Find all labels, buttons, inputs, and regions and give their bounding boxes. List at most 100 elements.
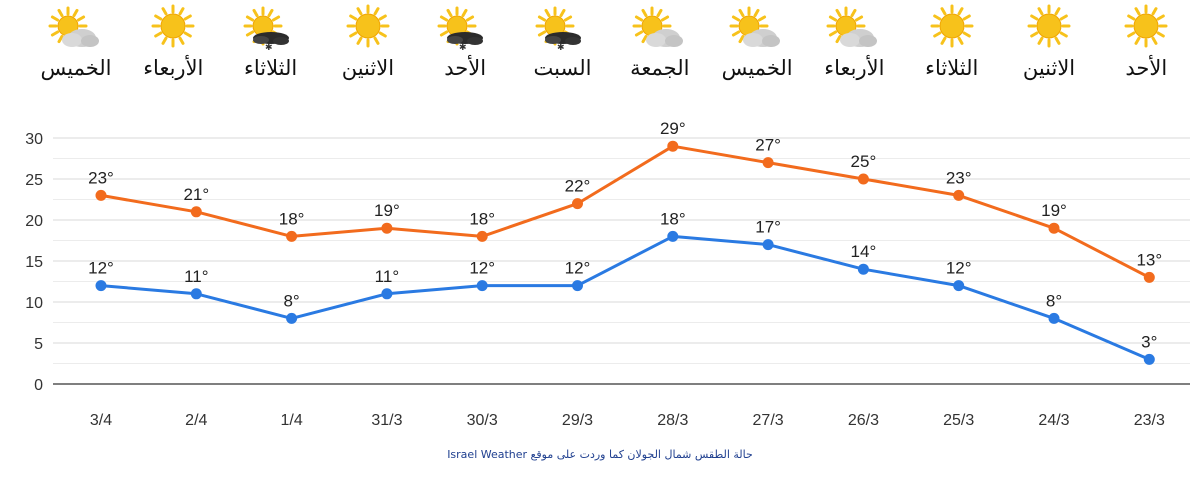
sun-rays (930, 4, 974, 48)
data-point (762, 239, 774, 251)
x-tick-label: 28/3 (657, 412, 688, 429)
sun-disc (939, 13, 965, 39)
cloud (62, 29, 99, 47)
data-label: 23° (88, 168, 114, 187)
day-forecast: الثلاثاء (902, 0, 1002, 100)
x-axis: 3/4 2/4 1/4 31/3 30/3 29/3 28/3 27/3 26/3 25/3 24/… (90, 412, 1165, 429)
data-point (572, 198, 583, 210)
sun-storm-icon: ✱ (535, 6, 581, 53)
x-tick-label: 23/3 (1134, 412, 1165, 429)
x-tick-label: 29/3 (562, 412, 593, 429)
day-label: الاثنين (341, 56, 395, 80)
data-point (572, 280, 583, 292)
data-point (190, 288, 202, 300)
sun-storm-icon: ✱ (243, 6, 289, 53)
x-tick-label: 3/4 (90, 412, 112, 429)
data-label: 18° (660, 209, 686, 228)
data-label: 13° (1136, 250, 1162, 269)
sun-icon (1124, 4, 1168, 48)
day-label: السبت (533, 56, 592, 80)
x-tick-label: 30/3 (467, 412, 498, 429)
day-forecast: الجمعة (610, 0, 710, 100)
data-label: 8° (283, 291, 299, 310)
data-label: 19° (1041, 201, 1067, 220)
data-point (953, 189, 965, 201)
day-label: الأحد (1125, 56, 1168, 80)
data-label: 29° (660, 119, 686, 138)
data-point (476, 280, 488, 292)
grid (53, 137, 1190, 385)
data-label: 11° (375, 267, 399, 286)
data-point (1143, 353, 1155, 365)
chart-caption: حالة الطقس شمال الجولان كما وردت على موق… (447, 448, 753, 461)
temperature-chart: 0 5 10 15 20 25 30 3/4 2/4 1/4 31/3 30/3 29/3 28/3 27/… (25, 119, 1190, 429)
day-forecast: ✱ الأحد (415, 0, 515, 100)
day-forecast: ✱ السبت (513, 0, 613, 100)
day-forecast: الاثنين (318, 0, 418, 100)
data-point (476, 230, 488, 242)
data-point (190, 206, 202, 218)
data-point (762, 157, 774, 169)
data-label: 23° (946, 168, 972, 187)
data-label: 12° (469, 259, 495, 278)
sun-rays (1027, 4, 1071, 48)
day-label: الجمعة (630, 56, 690, 80)
day-label: الأربعاء (143, 56, 204, 80)
sun-cloud-icon (632, 6, 683, 47)
data-point (95, 280, 107, 292)
data-label: 21° (183, 185, 209, 204)
sun-cloud-icon (48, 6, 99, 47)
data-point (667, 140, 679, 152)
sun-disc (160, 13, 186, 39)
data-point (286, 312, 298, 324)
y-axis: 0 5 10 15 20 25 30 (25, 131, 43, 394)
series-line (100, 234, 1150, 361)
sun-rays (346, 4, 390, 48)
sun-disc (1133, 13, 1159, 39)
data-point (95, 189, 107, 201)
data-label: 3° (1141, 332, 1157, 351)
sun-cloud-icon (826, 6, 878, 47)
storm-cloud: ✱ (544, 32, 581, 53)
cloud (840, 29, 878, 47)
svg-text:✱: ✱ (459, 43, 467, 53)
x-tick-label: 27/3 (753, 412, 784, 429)
day-forecast: الأربعاء (123, 0, 223, 100)
cloud (743, 29, 781, 47)
data-label: 18° (279, 209, 305, 228)
x-tick-label: 31/3 (371, 412, 402, 429)
day-label: الأربعاء (824, 56, 885, 80)
day-label: الخميس (40, 56, 112, 80)
sun-disc (1036, 13, 1062, 39)
day-forecast: الاثنين (999, 0, 1099, 100)
day-strip: الخميس الأربعاء ✱ الثلاثاء الاثنين ✱ الأحد ✱ الس… (0, 0, 1200, 100)
x-tick-label: 2/4 (185, 412, 207, 429)
sun-icon (930, 4, 974, 48)
storm-cloud: ✱ (252, 32, 289, 53)
svg-text:✱: ✱ (265, 43, 273, 53)
y-tick-label: 10 (25, 295, 43, 312)
y-tick-label: 0 (34, 377, 43, 394)
day-forecast: الخميس (26, 0, 126, 100)
sun-rays (151, 4, 195, 48)
storm-cloud: ✱ (447, 32, 484, 53)
y-tick-label: 30 (25, 131, 43, 148)
data-point (1048, 312, 1060, 324)
data-label: 22° (565, 177, 591, 196)
data-point (381, 222, 393, 234)
y-tick-label: 15 (25, 254, 43, 271)
low-temp-series: 12° 11° 8° 11° 12° 12° 18° 17° 14° 12° 8° 3° (88, 209, 1157, 365)
day-label: الثلاثاء (925, 56, 979, 80)
data-label: 8° (1046, 291, 1062, 310)
data-label: 12° (88, 259, 114, 278)
x-tick-label: 1/4 (280, 412, 302, 429)
x-tick-label: 24/3 (1038, 412, 1069, 429)
data-point (667, 230, 679, 242)
cloud (645, 29, 683, 47)
data-point (953, 280, 965, 292)
sun-cloud-icon (729, 6, 781, 47)
day-label: الأحد (444, 56, 487, 80)
data-label: 19° (374, 201, 400, 220)
svg-text:✱: ✱ (557, 43, 565, 53)
data-label: 11° (184, 267, 208, 286)
